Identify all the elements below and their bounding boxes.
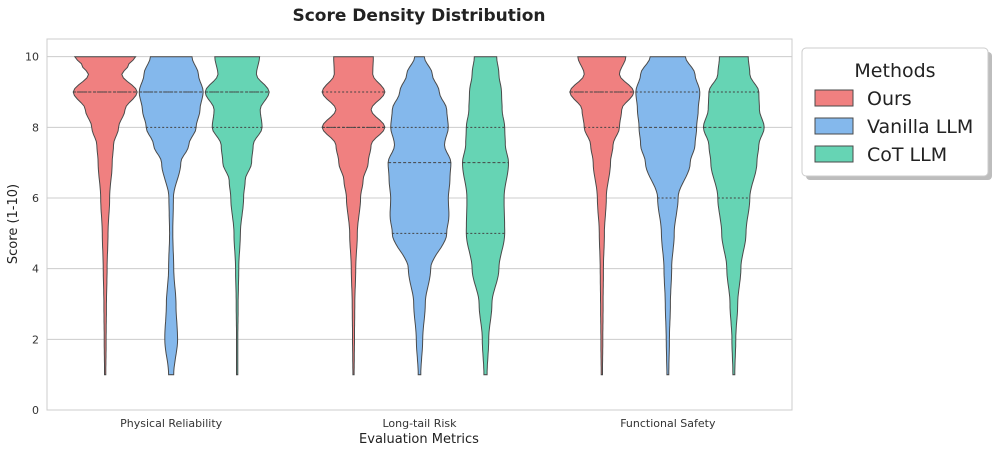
violin-vanilla-llm-2 xyxy=(387,56,452,376)
y-tick-label: 2 xyxy=(32,333,39,346)
x-tick-label: Physical Reliability xyxy=(120,417,222,430)
violin-ours-1 xyxy=(72,56,138,376)
y-tick-label: 10 xyxy=(25,51,39,64)
violins xyxy=(72,56,765,376)
y-axis-label: Score (1-10) xyxy=(6,184,21,264)
violin-ours-2 xyxy=(321,56,386,376)
chart-title: Score Density Distribution xyxy=(292,6,545,26)
legend-box xyxy=(801,47,989,177)
x-tick-label: Long-tail Risk xyxy=(382,417,457,430)
legend-swatch xyxy=(814,145,854,163)
violin-vanilla-llm-1 xyxy=(138,56,204,376)
legend-swatch xyxy=(814,117,854,135)
x-tick-label: Functional Safety xyxy=(620,417,716,430)
legend-label: CoT LLM xyxy=(867,144,947,166)
legend: Methods Ours Vanilla LLM CoT LLM xyxy=(801,47,992,180)
y-tick-label: 0 xyxy=(32,404,39,417)
legend-label: Vanilla LLM xyxy=(867,116,973,138)
y-tick-label: 6 xyxy=(32,192,39,205)
y-axis-ticks: 0 2 4 6 8 10 xyxy=(25,51,39,417)
legend-swatch xyxy=(814,89,854,107)
violin-ours-3 xyxy=(569,56,635,376)
violin-vanilla-llm-3 xyxy=(635,56,701,376)
y-tick-label: 4 xyxy=(32,263,39,276)
violin-cot-llm-2 xyxy=(461,56,510,376)
legend-label: Ours xyxy=(867,88,912,110)
legend-title: Methods xyxy=(854,60,935,82)
violin-cot-llm-3 xyxy=(702,56,765,376)
violin-cot-llm-1 xyxy=(204,56,270,376)
y-tick-label: 8 xyxy=(32,121,39,134)
x-axis-ticks: Physical Reliability Long-tail Risk Functi… xyxy=(120,417,716,430)
x-axis-label: Evaluation Metrics xyxy=(359,432,479,447)
